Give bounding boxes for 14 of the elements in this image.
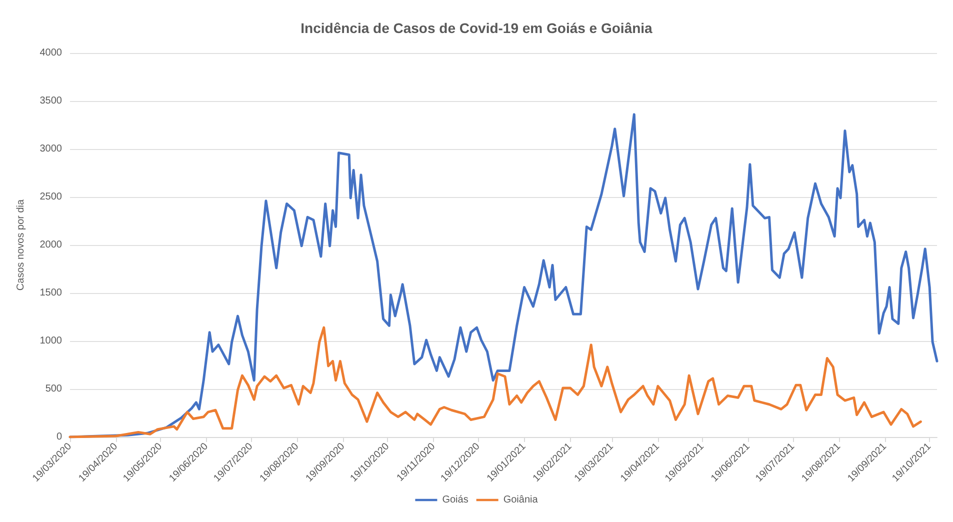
y-tick-label: 2500 bbox=[40, 192, 62, 202]
legend-label: Goiânia bbox=[503, 494, 538, 506]
chart-title: Incidência de Casos de Covid-19 em Goiás e Goiânia bbox=[300, 20, 653, 36]
y-tick-label: 4000 bbox=[40, 48, 62, 58]
y-tick-label: 3500 bbox=[40, 96, 62, 106]
y-axis-title: Casos novos por dia bbox=[16, 198, 26, 291]
y-tick-label: 0 bbox=[56, 432, 62, 442]
line-series bbox=[68, 326, 922, 438]
y-tick-label: 3000 bbox=[40, 144, 62, 154]
y-tick-label: 1500 bbox=[40, 288, 62, 298]
y-tick-label: 2000 bbox=[40, 240, 62, 250]
y-tick-label: 500 bbox=[45, 384, 62, 394]
legend-label: Goiás bbox=[442, 494, 468, 506]
y-tick-label: 1000 bbox=[40, 336, 62, 346]
